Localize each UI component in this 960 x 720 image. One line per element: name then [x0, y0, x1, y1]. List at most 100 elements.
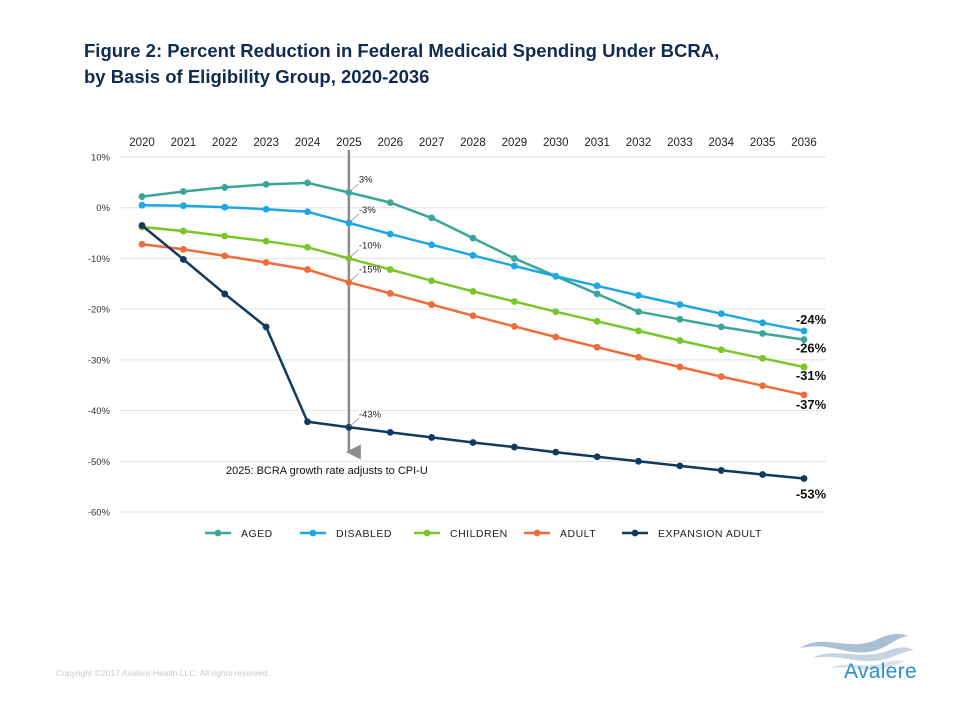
x-tick-label: 2027	[419, 137, 445, 149]
legend-item-children: CHILDREN	[414, 528, 508, 540]
callout-label-aged: 3%	[359, 175, 373, 186]
data-point-expansion_adult	[138, 222, 146, 229]
callout-label-adult: -15%	[359, 264, 382, 275]
data-point-adult	[221, 252, 229, 260]
data-point-expansion_adult	[262, 323, 270, 331]
data-point-aged	[428, 214, 436, 222]
data-point-children	[510, 298, 518, 305]
x-tick-label: 2026	[377, 137, 403, 149]
data-point-adult	[593, 343, 601, 351]
data-point-disabled	[138, 201, 146, 209]
data-point-aged	[138, 193, 146, 200]
year-marker-label: 2025: BCRA growth rate adjusts to CPI-U	[226, 465, 428, 477]
data-point-disabled	[304, 208, 311, 216]
data-point-aged	[304, 179, 311, 187]
data-point-aged	[635, 308, 642, 316]
data-point-aged	[510, 255, 518, 262]
data-point-adult	[179, 245, 187, 253]
legend-label: CHILDREN	[450, 528, 508, 540]
data-point-expansion_adult	[593, 453, 601, 461]
data-point-aged	[262, 180, 270, 188]
data-point-expansion_adult	[386, 428, 394, 436]
data-point-expansion_adult	[304, 418, 311, 426]
data-point-expansion_adult	[759, 471, 767, 478]
end-label-children: -31%	[796, 368, 827, 383]
data-point-expansion_adult	[428, 434, 436, 441]
legend-label: AGED	[241, 528, 273, 540]
data-point-aged	[717, 323, 725, 331]
data-point-adult	[759, 382, 767, 390]
data-point-disabled	[552, 272, 560, 280]
x-tick-label: 2020	[129, 137, 155, 149]
data-point-aged	[179, 188, 187, 195]
legend-swatch-dot	[309, 529, 317, 537]
data-point-aged	[221, 184, 229, 191]
data-point-expansion_adult	[676, 462, 684, 470]
data-point-children	[676, 337, 684, 344]
data-point-adult	[552, 333, 560, 341]
series-disabled	[138, 201, 808, 335]
data-point-children	[469, 287, 477, 295]
legend-item-aged: AGED	[205, 528, 273, 540]
data-point-adult	[386, 290, 394, 297]
data-point-children	[759, 354, 767, 362]
data-point-aged	[800, 336, 808, 343]
data-point-disabled	[428, 241, 436, 249]
data-point-adult	[717, 373, 725, 380]
x-tick-label: 2022	[212, 137, 238, 149]
data-point-adult	[428, 301, 436, 308]
data-point-aged	[593, 290, 601, 298]
chart-title: Figure 2: Percent Reduction in Federal M…	[84, 38, 884, 90]
series-children	[138, 223, 808, 371]
legend-item-adult: ADULT	[524, 528, 596, 540]
x-tick-label: 2029	[502, 137, 528, 149]
data-point-children	[179, 227, 187, 235]
year-marker: 2025: BCRA growth rate adjusts to CPI-U	[226, 150, 428, 477]
x-axis-labels: 2020 2021 2022 2023 2024 2025 2026 2027 2028 2029…	[129, 137, 817, 149]
data-point-disabled	[469, 251, 477, 259]
series-line-children	[141, 225, 805, 369]
y-tick-label: -40%	[88, 406, 111, 417]
data-point-expansion_adult	[179, 256, 187, 263]
x-tick-label: 2023	[253, 137, 279, 149]
data-point-children	[262, 237, 270, 245]
x-tick-label: 2024	[295, 137, 321, 149]
callout-line	[349, 183, 360, 192]
data-point-children	[386, 266, 394, 273]
data-point-disabled	[386, 230, 394, 238]
x-tick-label: 2034	[708, 137, 734, 149]
data-point-aged	[676, 315, 684, 323]
data-point-children	[552, 308, 560, 316]
data-point-disabled	[179, 202, 187, 210]
data-point-children	[428, 277, 436, 285]
data-point-disabled	[593, 282, 601, 290]
data-point-children	[593, 317, 601, 325]
x-tick-label: 2021	[171, 137, 197, 149]
legend-label: ADULT	[560, 528, 596, 540]
data-point-adult	[800, 391, 808, 399]
legend-label: EXPANSION ADULT	[658, 528, 762, 540]
end-label-expansion_adult: -53%	[796, 487, 827, 502]
y-tick-label: 10%	[91, 153, 111, 164]
legend-item-expansion_adult: EXPANSION ADULT	[622, 528, 762, 540]
callout-line	[349, 272, 360, 282]
series-adult	[138, 240, 808, 399]
x-tick-label: 2028	[460, 137, 486, 149]
data-point-children	[635, 327, 642, 335]
legend-swatch-dot	[423, 529, 431, 537]
data-point-adult	[138, 240, 146, 248]
callout-label-disabled: -3%	[359, 205, 376, 216]
data-point-aged	[386, 199, 394, 207]
x-tick-label: 2035	[750, 137, 776, 149]
x-tick-label: 2030	[543, 137, 569, 149]
data-point-disabled	[221, 203, 229, 211]
series-lines	[138, 179, 808, 482]
callout-line	[349, 418, 360, 427]
data-point-adult	[635, 353, 642, 361]
data-point-disabled	[262, 205, 270, 213]
copyright-notice: Copyright ©2017 Avalere Health LLC. All …	[56, 668, 270, 678]
y-tick-label: -50%	[88, 457, 111, 468]
y-tick-label: -20%	[88, 305, 111, 316]
callout-label-expansion_adult: -43%	[359, 409, 382, 420]
